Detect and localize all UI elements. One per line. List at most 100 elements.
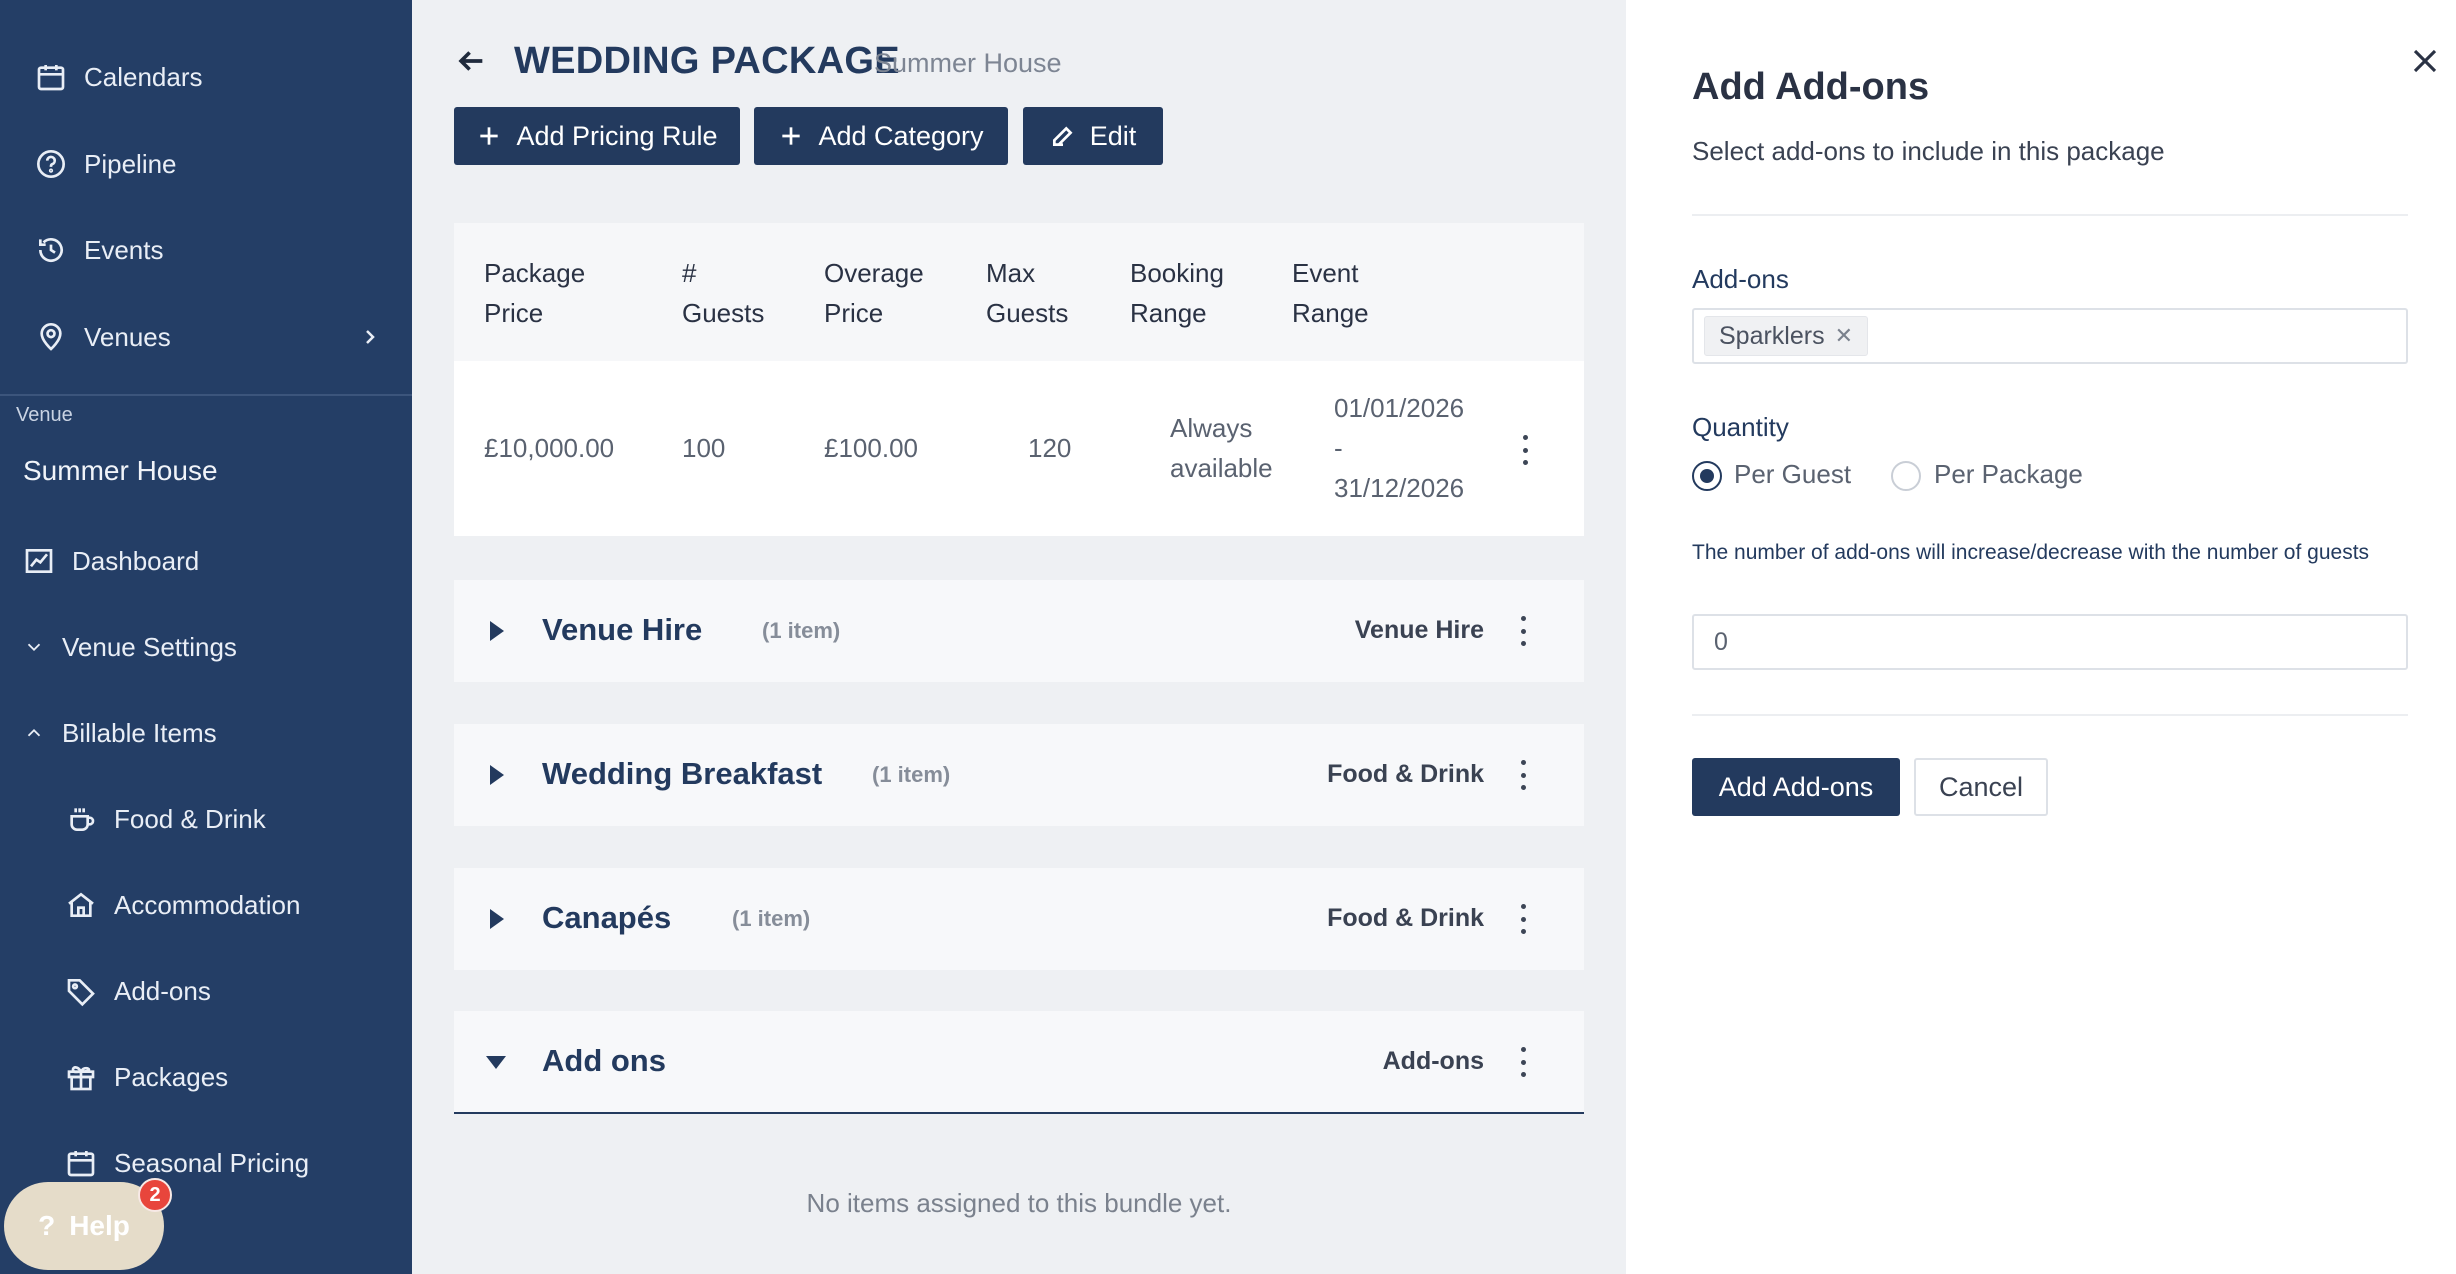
close-icon[interactable] xyxy=(2410,46,2440,76)
expanded-category-divider xyxy=(454,1112,1584,1114)
category-name: Add ons xyxy=(542,1043,666,1078)
sidebar: Calendars Pipeline Events Venues Venue S… xyxy=(0,0,412,1274)
sidebar-item-seasonal-pricing[interactable]: Seasonal Pricing xyxy=(0,1133,412,1193)
sidebar-item-label: Packages xyxy=(114,1061,229,1092)
plus-icon xyxy=(480,127,499,145)
sidebar-item-label: Venue Settings xyxy=(62,631,237,662)
help-button[interactable]: ? Help xyxy=(4,1182,164,1270)
sidebar-item-food-drink[interactable]: Food & Drink xyxy=(0,789,412,849)
category-row-wedding-breakfast[interactable]: Wedding Breakfast (1 item) Food & Drink xyxy=(454,724,1584,826)
category-name: Canapés xyxy=(542,900,672,935)
caret-down-icon[interactable] xyxy=(484,1049,508,1075)
pencil-icon xyxy=(1052,126,1073,147)
sidebar-item-label: Events xyxy=(84,234,164,265)
category-name: Wedding Breakfast xyxy=(542,756,823,791)
add-addons-submit-button[interactable]: Add Add-ons xyxy=(1692,758,1900,816)
add-pricing-rule-button[interactable]: Add Pricing Rule xyxy=(454,107,740,165)
sidebar-item-label: Calendars xyxy=(84,61,203,92)
addons-multiselect[interactable]: Sparklers ✕ xyxy=(1692,308,2408,364)
help-notification-badge: 2 xyxy=(138,1178,172,1212)
quantity-hint: The number of add-ons will increase/decr… xyxy=(1692,541,2370,564)
addons-field-label: Add-ons xyxy=(1692,264,1789,294)
sidebar-item-calendars[interactable]: Calendars xyxy=(0,47,412,107)
sidebar-item-label: Seasonal Pricing xyxy=(114,1147,310,1178)
cell-overage-price: £100.00 xyxy=(824,433,918,463)
category-name: Venue Hire xyxy=(542,612,703,647)
radio-per-package[interactable] xyxy=(1891,461,1921,491)
question-icon: ? xyxy=(38,1210,56,1241)
pricing-table-header: Package Price # Guests Overage Price Max Gue… xyxy=(454,223,1584,361)
category-row-add-ons[interactable]: Add ons Add-ons xyxy=(454,1011,1584,1113)
empty-bundle-message: No items assigned to this bundle yet. xyxy=(806,1188,1232,1218)
sidebar-item-label: Billable Items xyxy=(62,717,217,748)
column-header-max-guests: Max Guests xyxy=(986,258,1069,328)
category-type: Food & Drink xyxy=(1327,760,1484,788)
chevron-up-icon xyxy=(22,716,46,750)
coffee-cup-icon xyxy=(64,802,98,836)
category-type: Add-ons xyxy=(1382,1047,1484,1075)
caret-right-icon[interactable] xyxy=(484,618,508,644)
radio-per-package-label[interactable]: Per Package xyxy=(1934,459,2083,489)
cell-event-range: 01/01/2026-31/12/2026 xyxy=(1334,393,1465,503)
row-more-options-icon[interactable] xyxy=(1520,435,1530,465)
sidebar-item-label: Accommodation xyxy=(114,889,301,920)
category-item-count: (1 item) xyxy=(872,762,951,787)
column-header-package-price: Package Price xyxy=(484,258,586,328)
sidebar-item-label: Dashboard xyxy=(72,545,200,576)
caret-right-icon[interactable] xyxy=(484,906,508,932)
caret-right-icon[interactable] xyxy=(484,762,508,788)
gift-icon xyxy=(64,1060,98,1094)
category-type: Food & Drink xyxy=(1327,904,1484,932)
add-category-button[interactable]: Add Category xyxy=(754,107,1008,165)
quantity-input[interactable]: 0 xyxy=(1692,614,2408,670)
sidebar-item-add-ons[interactable]: Add-ons xyxy=(0,961,412,1021)
category-type: Venue Hire xyxy=(1354,616,1484,644)
chevron-down-icon xyxy=(22,630,46,664)
category-more-options-icon[interactable] xyxy=(1518,904,1528,934)
column-header-booking-range: Booking Range xyxy=(1130,258,1224,328)
radio-per-guest-label[interactable]: Per Guest xyxy=(1734,459,1852,489)
sidebar-item-venue-settings[interactable]: Venue Settings xyxy=(0,617,412,677)
venue-name: Summer House xyxy=(23,455,218,486)
back-arrow-icon[interactable] xyxy=(454,44,488,78)
panel-divider xyxy=(1692,714,2408,716)
history-icon xyxy=(34,233,68,267)
category-more-options-icon[interactable] xyxy=(1518,1047,1528,1077)
add-addons-panel: Add Add-ons Select add-ons to include in… xyxy=(1626,0,2456,1274)
category-item-count: (1 item) xyxy=(732,906,811,931)
category-item-count: (1 item) xyxy=(762,618,841,643)
radio-per-guest[interactable] xyxy=(1692,461,1722,491)
quantity-field-label: Quantity xyxy=(1692,412,1789,442)
column-header-guests: # Guests xyxy=(682,258,765,328)
button-label: Add Category xyxy=(818,120,984,151)
cancel-button[interactable]: Cancel xyxy=(1914,758,2048,816)
category-row-venue-hire[interactable]: Venue Hire (1 item) Venue Hire xyxy=(454,580,1584,682)
main-content: WEDDING PACKAGE Summer House Add Pricing… xyxy=(412,0,1626,1274)
button-label: Add Pricing Rule xyxy=(516,120,718,151)
venue-caption: Venue xyxy=(16,404,73,426)
edit-button[interactable]: Edit xyxy=(1023,107,1163,165)
sidebar-item-pipeline[interactable]: Pipeline xyxy=(0,134,412,194)
home-icon xyxy=(64,888,98,922)
chart-icon xyxy=(22,544,56,578)
sidebar-item-packages[interactable]: Packages xyxy=(0,1047,412,1107)
sidebar-item-billable-items[interactable]: Billable Items xyxy=(0,703,412,763)
page-title: WEDDING PACKAGE xyxy=(514,40,900,82)
selected-addon-tag: Sparklers ✕ xyxy=(1704,316,1869,356)
sidebar-item-dashboard[interactable]: Dashboard xyxy=(0,531,412,591)
sidebar-item-label: Venues xyxy=(84,321,171,352)
remove-tag-icon[interactable]: ✕ xyxy=(1834,323,1854,348)
category-more-options-icon[interactable] xyxy=(1518,760,1528,790)
sidebar-item-events[interactable]: Events xyxy=(0,220,412,280)
cell-booking-range: Always available xyxy=(1170,413,1273,483)
sidebar-item-accommodation[interactable]: Accommodation xyxy=(0,875,412,935)
category-more-options-icon[interactable] xyxy=(1518,616,1528,646)
panel-title: Add Add-ons xyxy=(1692,66,1930,108)
panel-divider xyxy=(1692,214,2408,216)
category-row-canapes[interactable]: Canapés (1 item) Food & Drink xyxy=(454,868,1584,970)
calendar-icon xyxy=(34,60,68,94)
calendar-icon xyxy=(64,1146,98,1180)
cell-guests: 100 xyxy=(682,433,726,463)
question-circle-icon xyxy=(34,147,68,181)
sidebar-item-venues[interactable]: Venues xyxy=(0,307,412,367)
